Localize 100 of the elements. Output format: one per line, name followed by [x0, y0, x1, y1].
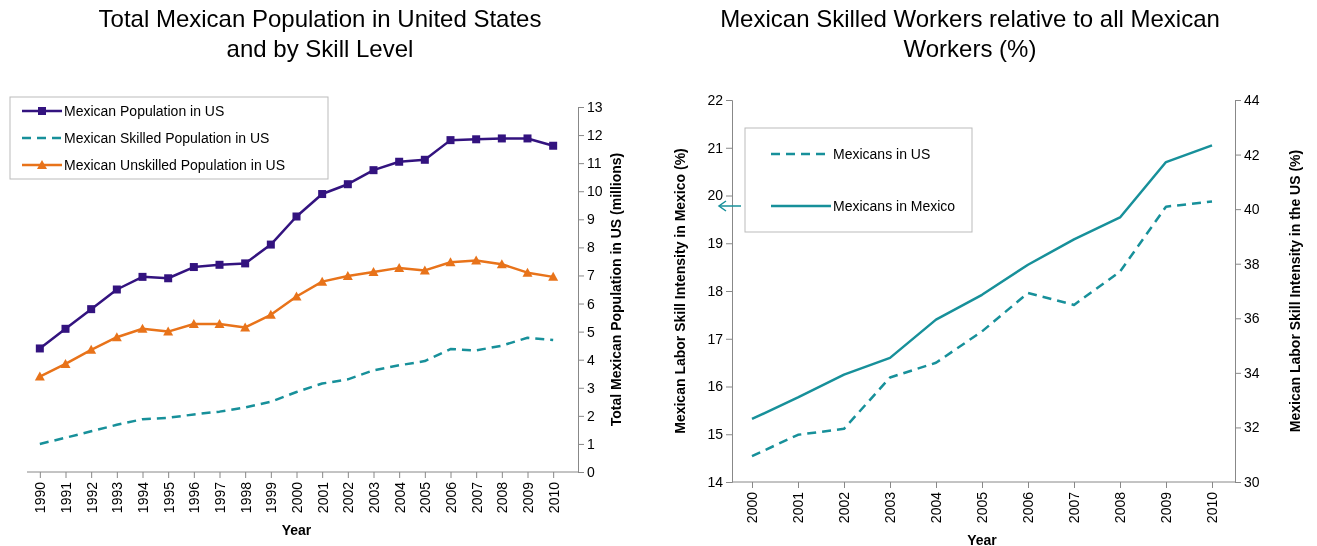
- x-tick-label: 2003: [882, 491, 899, 524]
- legend-label: Mexicans in Mexico: [833, 197, 956, 214]
- x-tick-label: 2003: [365, 481, 382, 514]
- x-tick-label: 2005: [974, 491, 991, 524]
- y2-tick-label: 0: [587, 463, 595, 480]
- point: [214, 319, 225, 329]
- point: [343, 180, 352, 189]
- line-series: [750, 144, 1214, 421]
- point: [34, 371, 45, 381]
- y2-tick-label: 32: [1244, 419, 1260, 436]
- point: [472, 135, 481, 144]
- y-tick-label: 17: [707, 330, 724, 347]
- chart-title: Total Mexican Population in United States and by Skill Level: [98, 5, 542, 62]
- y-tick-label: 18: [707, 282, 724, 299]
- x-tick-label: 2000: [744, 491, 761, 524]
- point: [549, 141, 558, 150]
- point: [240, 322, 251, 332]
- point: [445, 257, 456, 267]
- x-tick-label: 1998: [237, 481, 254, 514]
- x-tick-label: 2009: [1158, 491, 1175, 524]
- y-axis-title: Mexican Labor Skill Intensity in Mexico (%): [671, 148, 688, 434]
- point: [163, 326, 174, 336]
- point: [496, 259, 507, 269]
- y2-tick-label: 2: [587, 407, 595, 424]
- x-tick-label: 2008: [1112, 491, 1129, 524]
- x-tick-label: 1997: [211, 481, 228, 514]
- point: [317, 276, 328, 286]
- point: [368, 267, 379, 277]
- point: [138, 272, 147, 281]
- point: [60, 358, 71, 368]
- x-tick-label: 2006: [1020, 491, 1037, 524]
- point: [291, 291, 302, 301]
- y-tick-label: 22: [707, 91, 724, 108]
- x-tick-label: 2006: [442, 481, 459, 514]
- point: [471, 255, 482, 265]
- chart-title: Mexican Skilled Workers relative to all Mexican Workers (%): [720, 5, 1220, 62]
- point: [318, 190, 327, 199]
- point: [112, 285, 121, 294]
- x-tick-label: 2004: [928, 491, 945, 524]
- y2-tick-label: 6: [587, 295, 595, 312]
- point: [265, 309, 276, 319]
- x-tick-label: 2007: [1066, 491, 1083, 524]
- y-tick-label: 20: [707, 187, 724, 204]
- y2-tick-label: 9: [587, 211, 595, 228]
- y2-tick-label: 3: [587, 379, 595, 396]
- x-tick-label: 2007: [468, 481, 485, 514]
- point: [86, 344, 97, 354]
- y2-tick-label: 10: [587, 183, 603, 200]
- point: [394, 262, 405, 272]
- point: [241, 259, 250, 268]
- y2-tick-label: 11: [587, 155, 602, 172]
- line-series: [750, 200, 1214, 458]
- point: [188, 319, 199, 329]
- point: [446, 136, 455, 145]
- y2-tick-label: 1: [587, 435, 595, 452]
- point: [420, 155, 429, 164]
- x-tick-label: 2005: [417, 481, 434, 514]
- point: [266, 240, 275, 249]
- x-axis-title: Year: [967, 532, 998, 546]
- y2-tick-label: 42: [1244, 146, 1260, 163]
- y2-tick-label: 44: [1244, 91, 1260, 108]
- x-tick-label: 1990: [32, 481, 49, 514]
- y2-tick-label: 30: [1244, 473, 1260, 490]
- point: [419, 265, 430, 275]
- line-series: [38, 336, 555, 446]
- y2-axis-title: Mexican Labor Skill Intensity in the US (%): [1286, 149, 1303, 433]
- x-tick-label: 1995: [160, 481, 177, 514]
- legend-label: Mexican Unskilled Population in US: [64, 156, 285, 173]
- y2-tick-label: 34: [1244, 364, 1260, 381]
- x-tick-label: 2009: [519, 481, 536, 514]
- x-tick-label: 2002: [340, 481, 357, 514]
- x-tick-label: 1999: [263, 481, 280, 514]
- x-tick-label: 1992: [83, 481, 100, 514]
- y2-axis-title: Total Mexican Population in US (millions): [607, 152, 624, 427]
- point: [369, 166, 378, 175]
- point: [35, 344, 44, 353]
- y2-tick-label: 4: [587, 351, 595, 368]
- point: [395, 157, 404, 166]
- y2-tick-label: 7: [587, 267, 595, 284]
- point: [522, 267, 533, 277]
- x-tick-label: 2010: [545, 481, 562, 514]
- x-tick-label: 2008: [494, 481, 511, 514]
- legend-label: Mexican Skilled Population in US: [64, 129, 270, 146]
- point: [342, 271, 353, 281]
- y-tick-label: 21: [707, 139, 724, 156]
- y-tick-label: 14: [707, 473, 724, 490]
- y2-tick-label: 8: [587, 239, 595, 256]
- legend-label: Mexican Population in US: [64, 102, 225, 119]
- y2-tick-label: 36: [1244, 310, 1260, 327]
- point: [497, 134, 506, 143]
- x-tick-label: 2001: [314, 481, 331, 514]
- y-tick-label: 19: [707, 235, 724, 252]
- x-axis-title: Year: [281, 522, 312, 538]
- x-tick-label: 2010: [1204, 491, 1221, 524]
- point: [164, 274, 173, 283]
- y2-tick-label: 40: [1244, 201, 1260, 218]
- point: [292, 212, 301, 221]
- point: [189, 263, 198, 272]
- point: [137, 323, 148, 333]
- x-tick-label: 2000: [288, 481, 305, 514]
